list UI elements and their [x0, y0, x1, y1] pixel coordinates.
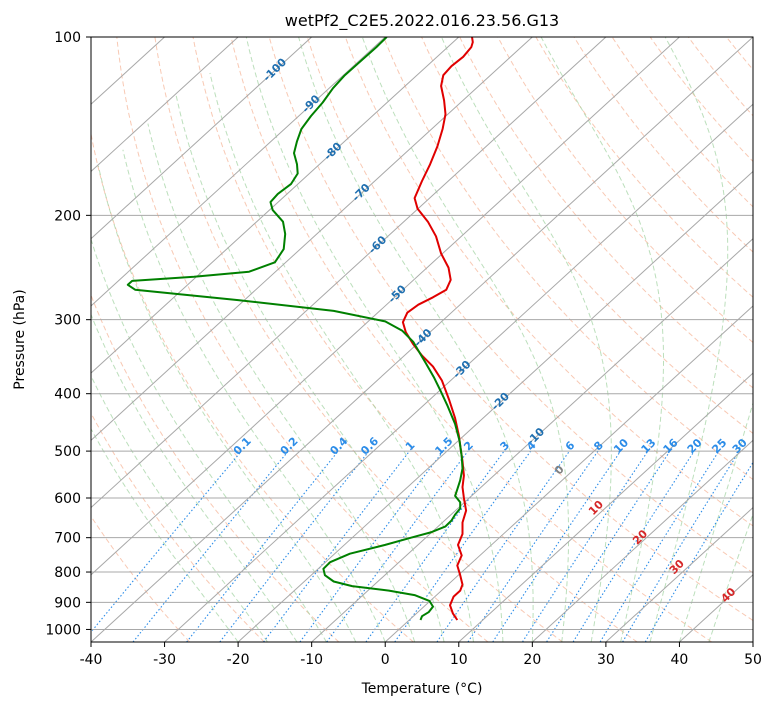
dry-adiabat-line — [421, 37, 753, 435]
mixing-ratio-line — [546, 450, 671, 642]
y-tick-label: 600 — [54, 491, 81, 507]
isotherm-line — [237, 170, 753, 642]
mixing-ratio-line — [522, 450, 649, 642]
mixing-ratio-label: 36 — [751, 436, 771, 456]
x-tick-label: 50 — [744, 652, 762, 668]
dry-adiabat-line — [192, 37, 638, 642]
temperature-line — [401, 37, 474, 621]
moist-adiabat-line — [91, 374, 268, 642]
x-axis: -40 -30 -20 -10 0 10 20 30 40 50 — [80, 642, 762, 668]
y-tick-label: 900 — [54, 595, 81, 611]
mixing-ratio-line — [467, 450, 599, 642]
mixing-ratio-line — [219, 450, 370, 642]
moist-adiabat-line — [441, 37, 612, 642]
y-tick-label: 100 — [54, 30, 81, 46]
isotherm-line — [91, 37, 313, 240]
y-axis-label: Pressure (hPa) — [12, 289, 28, 389]
moist-adiabat-line — [91, 237, 327, 642]
moist-adiabat-line — [209, 72, 474, 642]
dry-adiabat-line — [154, 37, 563, 642]
x-tick-label: -40 — [80, 652, 103, 668]
y-axis: 1000 900 800 700 600 500 400 300 200 100 — [45, 30, 91, 638]
isotherm-line — [164, 103, 753, 642]
y-tick-label: 1000 — [45, 622, 81, 638]
moist-adiabat-line — [147, 123, 416, 642]
isotherm-line — [605, 506, 753, 642]
moist-adiabat-line — [708, 513, 753, 642]
sounding-traces — [126, 37, 474, 621]
isotherm-line — [91, 37, 680, 576]
mixing-ratio-line — [622, 450, 740, 642]
x-tick-label: -20 — [227, 652, 250, 668]
isotherms — [91, 37, 753, 642]
x-tick-label: 0 — [381, 652, 390, 668]
x-tick-label: -10 — [300, 652, 323, 668]
dry-adiabat-line — [535, 37, 753, 298]
y-tick-label: 800 — [54, 565, 81, 581]
dry-adiabat-line — [268, 37, 753, 622]
plot-frame — [90, 36, 754, 643]
plot-area: -100-90-80-70-60-50-40-30-20-100.1 0.2 0.4… — [91, 37, 771, 642]
y-tick-label: 300 — [54, 313, 81, 329]
moist-adiabat-line — [649, 37, 729, 642]
mixing-ratio-line — [299, 450, 444, 642]
dewpoint-line — [126, 37, 464, 621]
isotherm-line — [531, 439, 753, 642]
y-tick-label: 700 — [54, 531, 81, 547]
moist-adiabat-line — [91, 427, 239, 642]
mixing-ratio-line — [365, 450, 505, 642]
isotherm-line — [91, 37, 239, 173]
mixing-ratio-line — [263, 450, 410, 642]
isotherm-line — [311, 237, 753, 642]
x-axis-label: Temperature (°C) — [361, 681, 483, 697]
mixing-ratio-line — [644, 461, 753, 642]
isotherm-line — [458, 372, 753, 642]
moist-adiabat-line — [540, 37, 664, 642]
moist-adiabat-line — [298, 37, 534, 642]
moist-adiabat-line — [97, 165, 357, 642]
dry-adiabat-line — [116, 37, 489, 642]
x-tick-label: -30 — [153, 652, 176, 668]
x-tick-label: 30 — [597, 652, 615, 668]
x-tick-label: 20 — [523, 652, 541, 668]
y-tick-label: 500 — [54, 444, 81, 460]
moist-adiabat-line — [678, 401, 753, 642]
y-tick-label: 200 — [54, 208, 81, 224]
x-tick-label: 10 — [450, 652, 468, 668]
mixing-ratio-line — [572, 450, 695, 642]
isotherm-line — [384, 305, 753, 642]
x-tick-label: 40 — [671, 652, 689, 668]
mixing-ratio-line — [186, 450, 339, 642]
dry-adiabat-line — [91, 412, 265, 642]
moist-adiabat-line — [245, 37, 504, 642]
dry-adiabat-line — [306, 37, 753, 574]
isotherm-line — [91, 37, 753, 642]
mixing-ratio-line — [326, 450, 469, 642]
y-tick-label: 400 — [54, 387, 81, 403]
isotherm-line — [91, 37, 533, 442]
chart-title: wetPf2_C2E5.2022.016.23.56.G13 — [285, 11, 559, 31]
isotherm-line — [91, 37, 386, 307]
mixing-ratio-line — [91, 450, 242, 633]
moist-adiabat-line — [361, 37, 570, 642]
isotherm-line — [91, 37, 607, 509]
dry-adiabat-line — [497, 37, 753, 344]
isotherm-line — [91, 37, 460, 374]
